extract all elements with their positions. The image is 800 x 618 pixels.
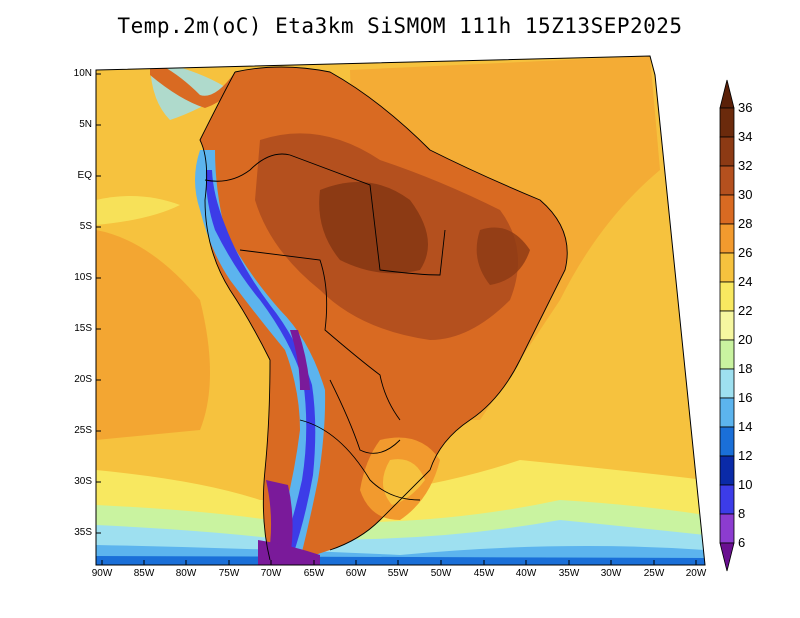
colorbar-segment (719, 165, 735, 196)
lon-label-20w: 20W (685, 568, 707, 579)
east-coastline (234, 66, 568, 551)
colorbar-label: 20 (738, 332, 753, 347)
pacific-warm-area (96, 230, 210, 440)
pacific-pale-patch (96, 196, 180, 225)
colorbar-label: 8 (738, 506, 746, 521)
hottest-core (319, 182, 428, 274)
lat-label-25s: 25S (74, 425, 92, 436)
colorbar-label: 30 (738, 187, 753, 202)
colorbar-label: 16 (738, 390, 753, 405)
colorbar-label: 28 (738, 216, 753, 231)
colorbar (719, 79, 735, 572)
colorbar-label: 12 (738, 448, 753, 463)
colorbar-label: 6 (738, 535, 746, 550)
lat-ticks (96, 73, 101, 534)
colorbar-label: 10 (738, 477, 753, 492)
lon-label-40w: 40W (515, 568, 537, 579)
colorbar-segment (719, 223, 735, 254)
colorbar-segment (719, 194, 735, 225)
south-coldest-band (96, 556, 705, 565)
andes-coldest-south (266, 480, 293, 558)
colorbar-segment (719, 136, 735, 167)
colorbar-segment (719, 281, 735, 312)
colorbar-bottom-arrow (719, 542, 735, 572)
southern-pale-land (382, 459, 425, 505)
colorbar-segment (719, 310, 735, 341)
colorbar-label: 34 (738, 129, 753, 144)
colorbar-segment (719, 339, 735, 370)
lat-label-35s: 35S (74, 527, 92, 538)
colorbar-label: 32 (738, 158, 753, 173)
argentina-border (299, 419, 421, 501)
country-borders (199, 66, 568, 561)
lon-label-90w: 90W (91, 568, 113, 579)
colorbar-label: 18 (738, 361, 753, 376)
lon-label-30w: 30W (600, 568, 622, 579)
colorbar-segment (719, 426, 735, 457)
lon-label-35w: 35W (558, 568, 580, 579)
lat-label-eq: EQ (77, 170, 92, 181)
lat-label-10n: 10N (73, 68, 92, 79)
colorbar-segment (719, 107, 735, 138)
west-coastline (199, 71, 271, 561)
colorbar-segment (719, 484, 735, 515)
colorbar-label: 24 (738, 274, 753, 289)
lat-label-5s: 5S (79, 221, 92, 232)
colorbar-segment (719, 513, 735, 544)
patagonia-cold (258, 540, 320, 565)
lat-label-30s: 30S (74, 476, 92, 487)
lon-label-85w: 85W (133, 568, 155, 579)
colorbar-label: 14 (738, 419, 753, 434)
lon-ticks (101, 560, 697, 565)
ecuador-colombia-border (204, 153, 291, 182)
lon-label-25w: 25W (643, 568, 665, 579)
central-america-land (150, 60, 245, 108)
colorbar-segment (719, 368, 735, 399)
temperature-field (96, 56, 705, 565)
paraguay-border (329, 379, 401, 454)
colorbar-top-arrow (719, 79, 735, 109)
colorbar-label: 22 (738, 303, 753, 318)
colorbar-segment (719, 397, 735, 428)
lon-label-80w: 80W (175, 568, 197, 579)
lat-label-5n: 5N (79, 119, 92, 130)
colorbar-segment (719, 252, 735, 283)
lat-label-15s: 15S (74, 323, 92, 334)
lon-label-70w: 70W (260, 568, 282, 579)
andes-colder-ridge (205, 170, 316, 558)
altiplano-cold (290, 330, 310, 390)
lon-label-50w: 50W (430, 568, 452, 579)
brazil-west-border (239, 249, 401, 421)
lon-label-65w: 65W (303, 568, 325, 579)
lat-label-10s: 10S (74, 272, 92, 283)
lon-label-60w: 60W (345, 568, 367, 579)
lon-label-55w: 55W (387, 568, 409, 579)
colorbar-label: 36 (738, 100, 753, 115)
colorbar-label: 26 (738, 245, 753, 260)
brazil-north-border (289, 154, 446, 276)
figure-title: Temp.2m(oC) Eta3km SiSMOM 111h 15Z13SEP2… (117, 14, 683, 38)
northeast-hot-core (476, 227, 530, 285)
lon-label-45w: 45W (473, 568, 495, 579)
lon-label-75w: 75W (218, 568, 240, 579)
lat-label-20s: 20S (74, 374, 92, 385)
colorbar-segment (719, 455, 735, 486)
